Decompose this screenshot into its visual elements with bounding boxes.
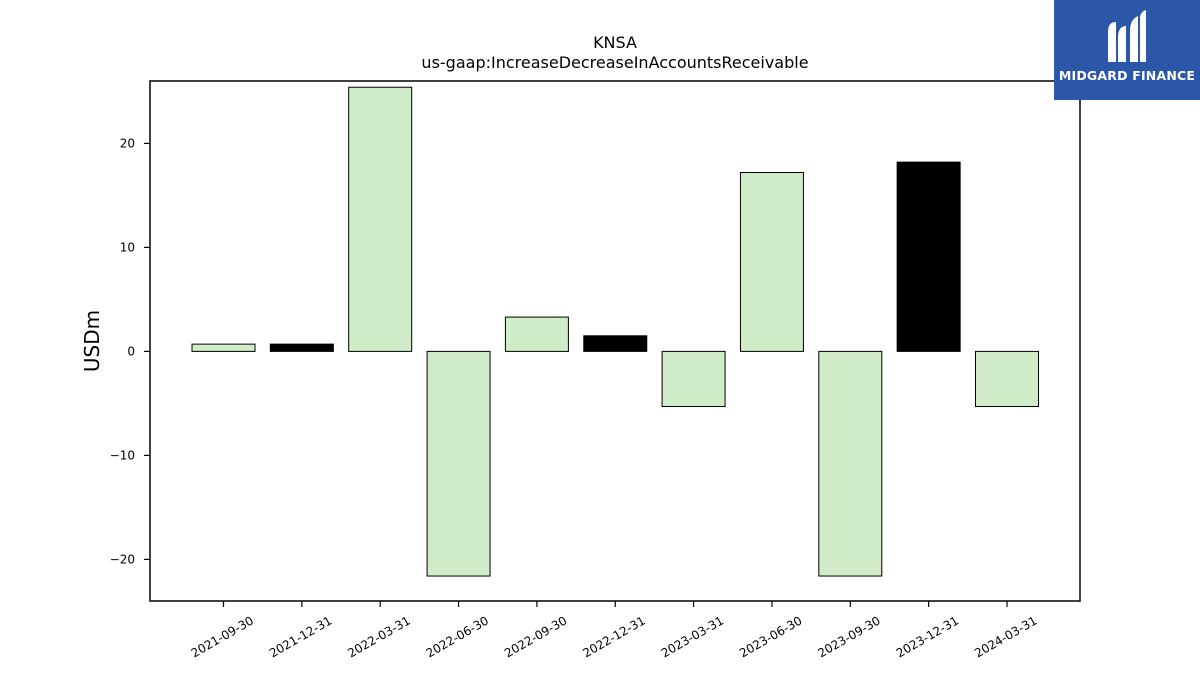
- bar-2022-09-30: [504, 316, 569, 352]
- y-axis-label: USDm: [80, 310, 104, 372]
- x-tick-label: 2023-09-30: [815, 613, 882, 660]
- y-tick-label: 0: [127, 344, 135, 358]
- bar-2022-12-31: [583, 335, 648, 352]
- bar-2023-12-31: [896, 161, 961, 352]
- bar-2024-03-31: [975, 350, 1039, 408]
- x-tick-label: 2024-03-31: [972, 613, 1039, 660]
- bar-2023-03-31: [661, 350, 726, 408]
- plot-frame: [149, 80, 1081, 602]
- x-tick-label: 2023-12-31: [894, 613, 961, 660]
- x-tick-label: 2022-03-31: [345, 613, 412, 660]
- x-tick-label: 2022-09-30: [502, 613, 569, 660]
- midgard-logo-icon: [1108, 10, 1146, 62]
- x-tick-label: 2022-06-30: [424, 613, 491, 660]
- brand-logo: MIDGARD FINANCE: [1054, 0, 1200, 100]
- bar-2023-06-30: [739, 172, 804, 352]
- brand-name: MIDGARD FINANCE: [1058, 68, 1196, 83]
- x-tick-label: 2021-12-31: [267, 613, 334, 660]
- bar-2021-09-30: [191, 343, 256, 352]
- chart-title: KNSA: [593, 33, 637, 52]
- y-tick-label: −10: [110, 448, 135, 462]
- y-tick-label: 20: [120, 136, 135, 150]
- x-tick-label: 2022-12-31: [580, 613, 647, 660]
- chart-subtitle: us-gaap:IncreaseDecreaseInAccountsReceiv…: [421, 53, 808, 72]
- x-tick-label: 2023-03-31: [659, 613, 726, 660]
- y-tick-label: −20: [110, 552, 135, 566]
- bar-2022-03-31: [348, 86, 413, 352]
- bar-2021-12-31: [269, 343, 334, 352]
- bar-2023-09-30: [818, 350, 883, 577]
- x-tick-label: 2021-09-30: [189, 613, 256, 660]
- bar-2022-06-30: [426, 350, 491, 577]
- x-tick-label: 2023-06-30: [737, 613, 804, 660]
- y-tick-label: 10: [120, 240, 135, 254]
